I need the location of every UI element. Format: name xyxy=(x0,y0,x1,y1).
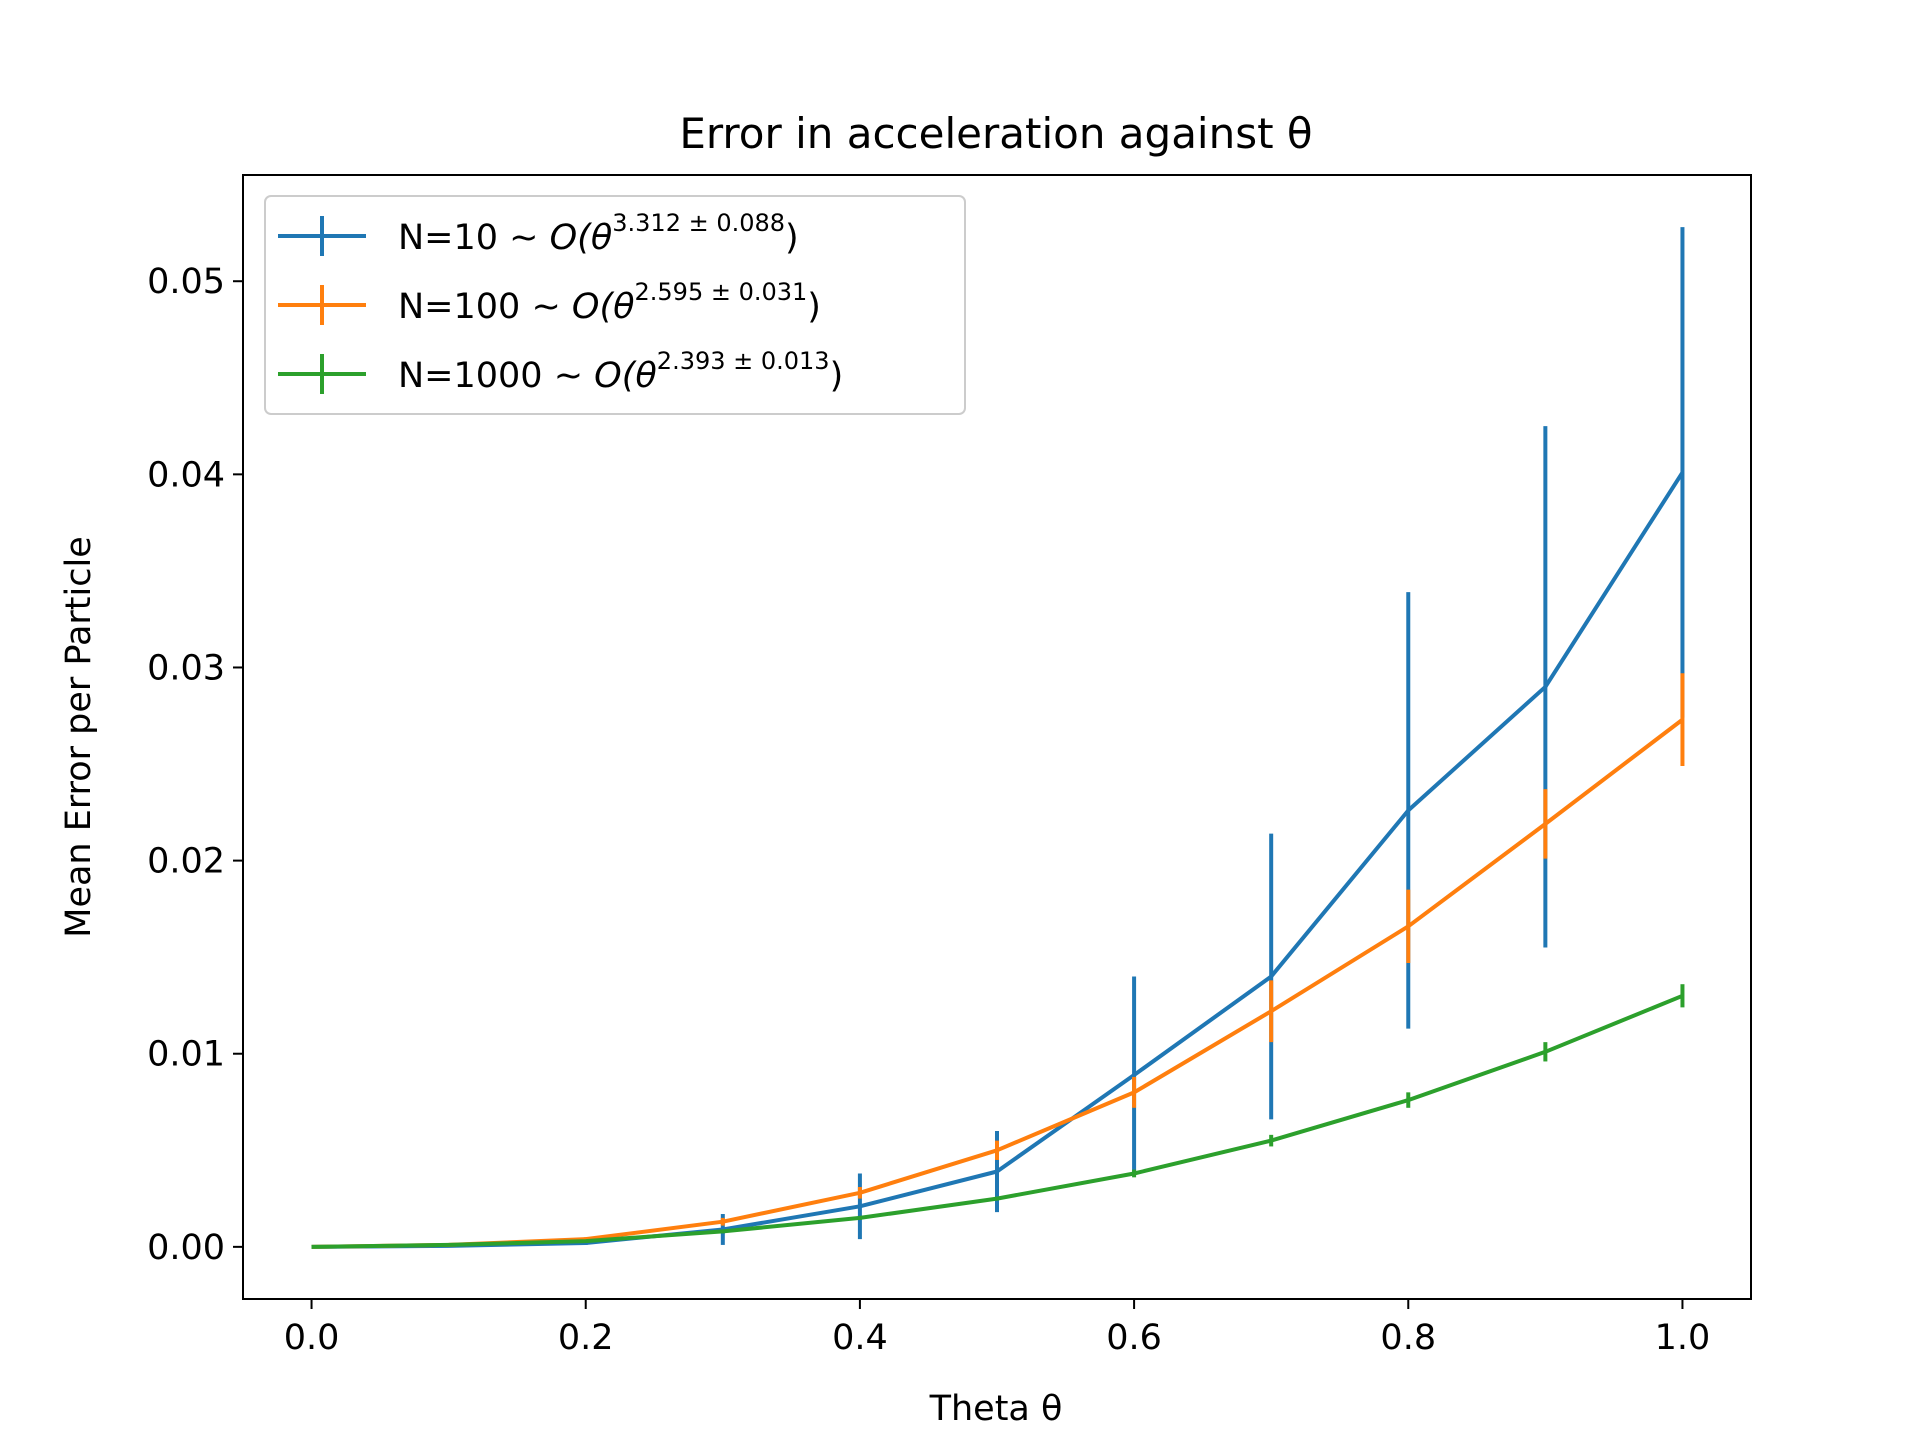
legend-label-close: ) xyxy=(830,356,844,396)
legend-label-exponent: 2.393 ± 0.013 xyxy=(657,347,830,375)
legend-entry: N=100 ~ O(θ2.595 ± 0.031) xyxy=(278,278,821,327)
legend-label: N=100 ~ O(θ2.595 ± 0.031) xyxy=(398,278,821,327)
y-tick-label: 0.01 xyxy=(147,1035,225,1075)
legend-label-exponent: 2.595 ± 0.031 xyxy=(635,278,808,306)
y-axis: 0.00 0.01 0.02 0.03 0.04 0.05 xyxy=(147,262,243,1268)
y-tick-label: 0.04 xyxy=(147,455,225,495)
x-axis: 0.0 0.2 0.4 0.6 0.8 1.0 xyxy=(284,1299,1711,1358)
legend: N=10 ~ O(θ3.312 ± 0.088)N=100 ~ O(θ2.595… xyxy=(264,195,966,415)
x-tick-label: 0.4 xyxy=(832,1318,888,1358)
legend-label-prefix: N=10 ~ xyxy=(398,218,550,258)
y-tick-label: 0.02 xyxy=(147,842,225,882)
legend-label: N=10 ~ O(θ3.312 ± 0.088) xyxy=(398,209,799,258)
legend-label-exponent: 3.312 ± 0.088 xyxy=(612,209,785,237)
legend-label-order: O(θ xyxy=(572,287,635,327)
series-n-1000 xyxy=(311,984,1685,1249)
legend-label-order: O(θ xyxy=(550,218,613,258)
x-tick-label: 0.8 xyxy=(1380,1318,1436,1358)
y-tick-label: 0.03 xyxy=(147,648,225,688)
legend-label: N=1000 ~ O(θ2.393 ± 0.013) xyxy=(398,347,843,396)
y-tick-label: 0.00 xyxy=(147,1228,225,1268)
legend-label-prefix: N=1000 ~ xyxy=(398,356,594,396)
chart-title: Error in acceleration against θ xyxy=(679,109,1312,158)
legend-label-close: ) xyxy=(785,218,799,258)
legend-box xyxy=(264,195,966,415)
plot-area xyxy=(311,227,1685,1249)
x-tick-label: 0.0 xyxy=(284,1318,340,1358)
x-tick-label: 0.2 xyxy=(558,1318,614,1358)
x-tick-label: 1.0 xyxy=(1655,1318,1711,1358)
legend-label-prefix: N=100 ~ xyxy=(398,287,572,327)
x-axis-label: Theta θ xyxy=(929,1389,1063,1429)
y-tick-label: 0.05 xyxy=(147,262,225,302)
legend-label-order: O(θ xyxy=(594,356,657,396)
series-line xyxy=(311,993,1684,1249)
legend-label-close: ) xyxy=(807,287,821,327)
legend-entry: N=1000 ~ O(θ2.393 ± 0.013) xyxy=(278,347,843,396)
x-tick-label: 0.6 xyxy=(1106,1318,1162,1358)
axes-frame xyxy=(242,174,1752,1300)
legend-entry: N=10 ~ O(θ3.312 ± 0.088) xyxy=(278,209,799,258)
y-axis-label: Mean Error per Particle xyxy=(59,536,99,938)
